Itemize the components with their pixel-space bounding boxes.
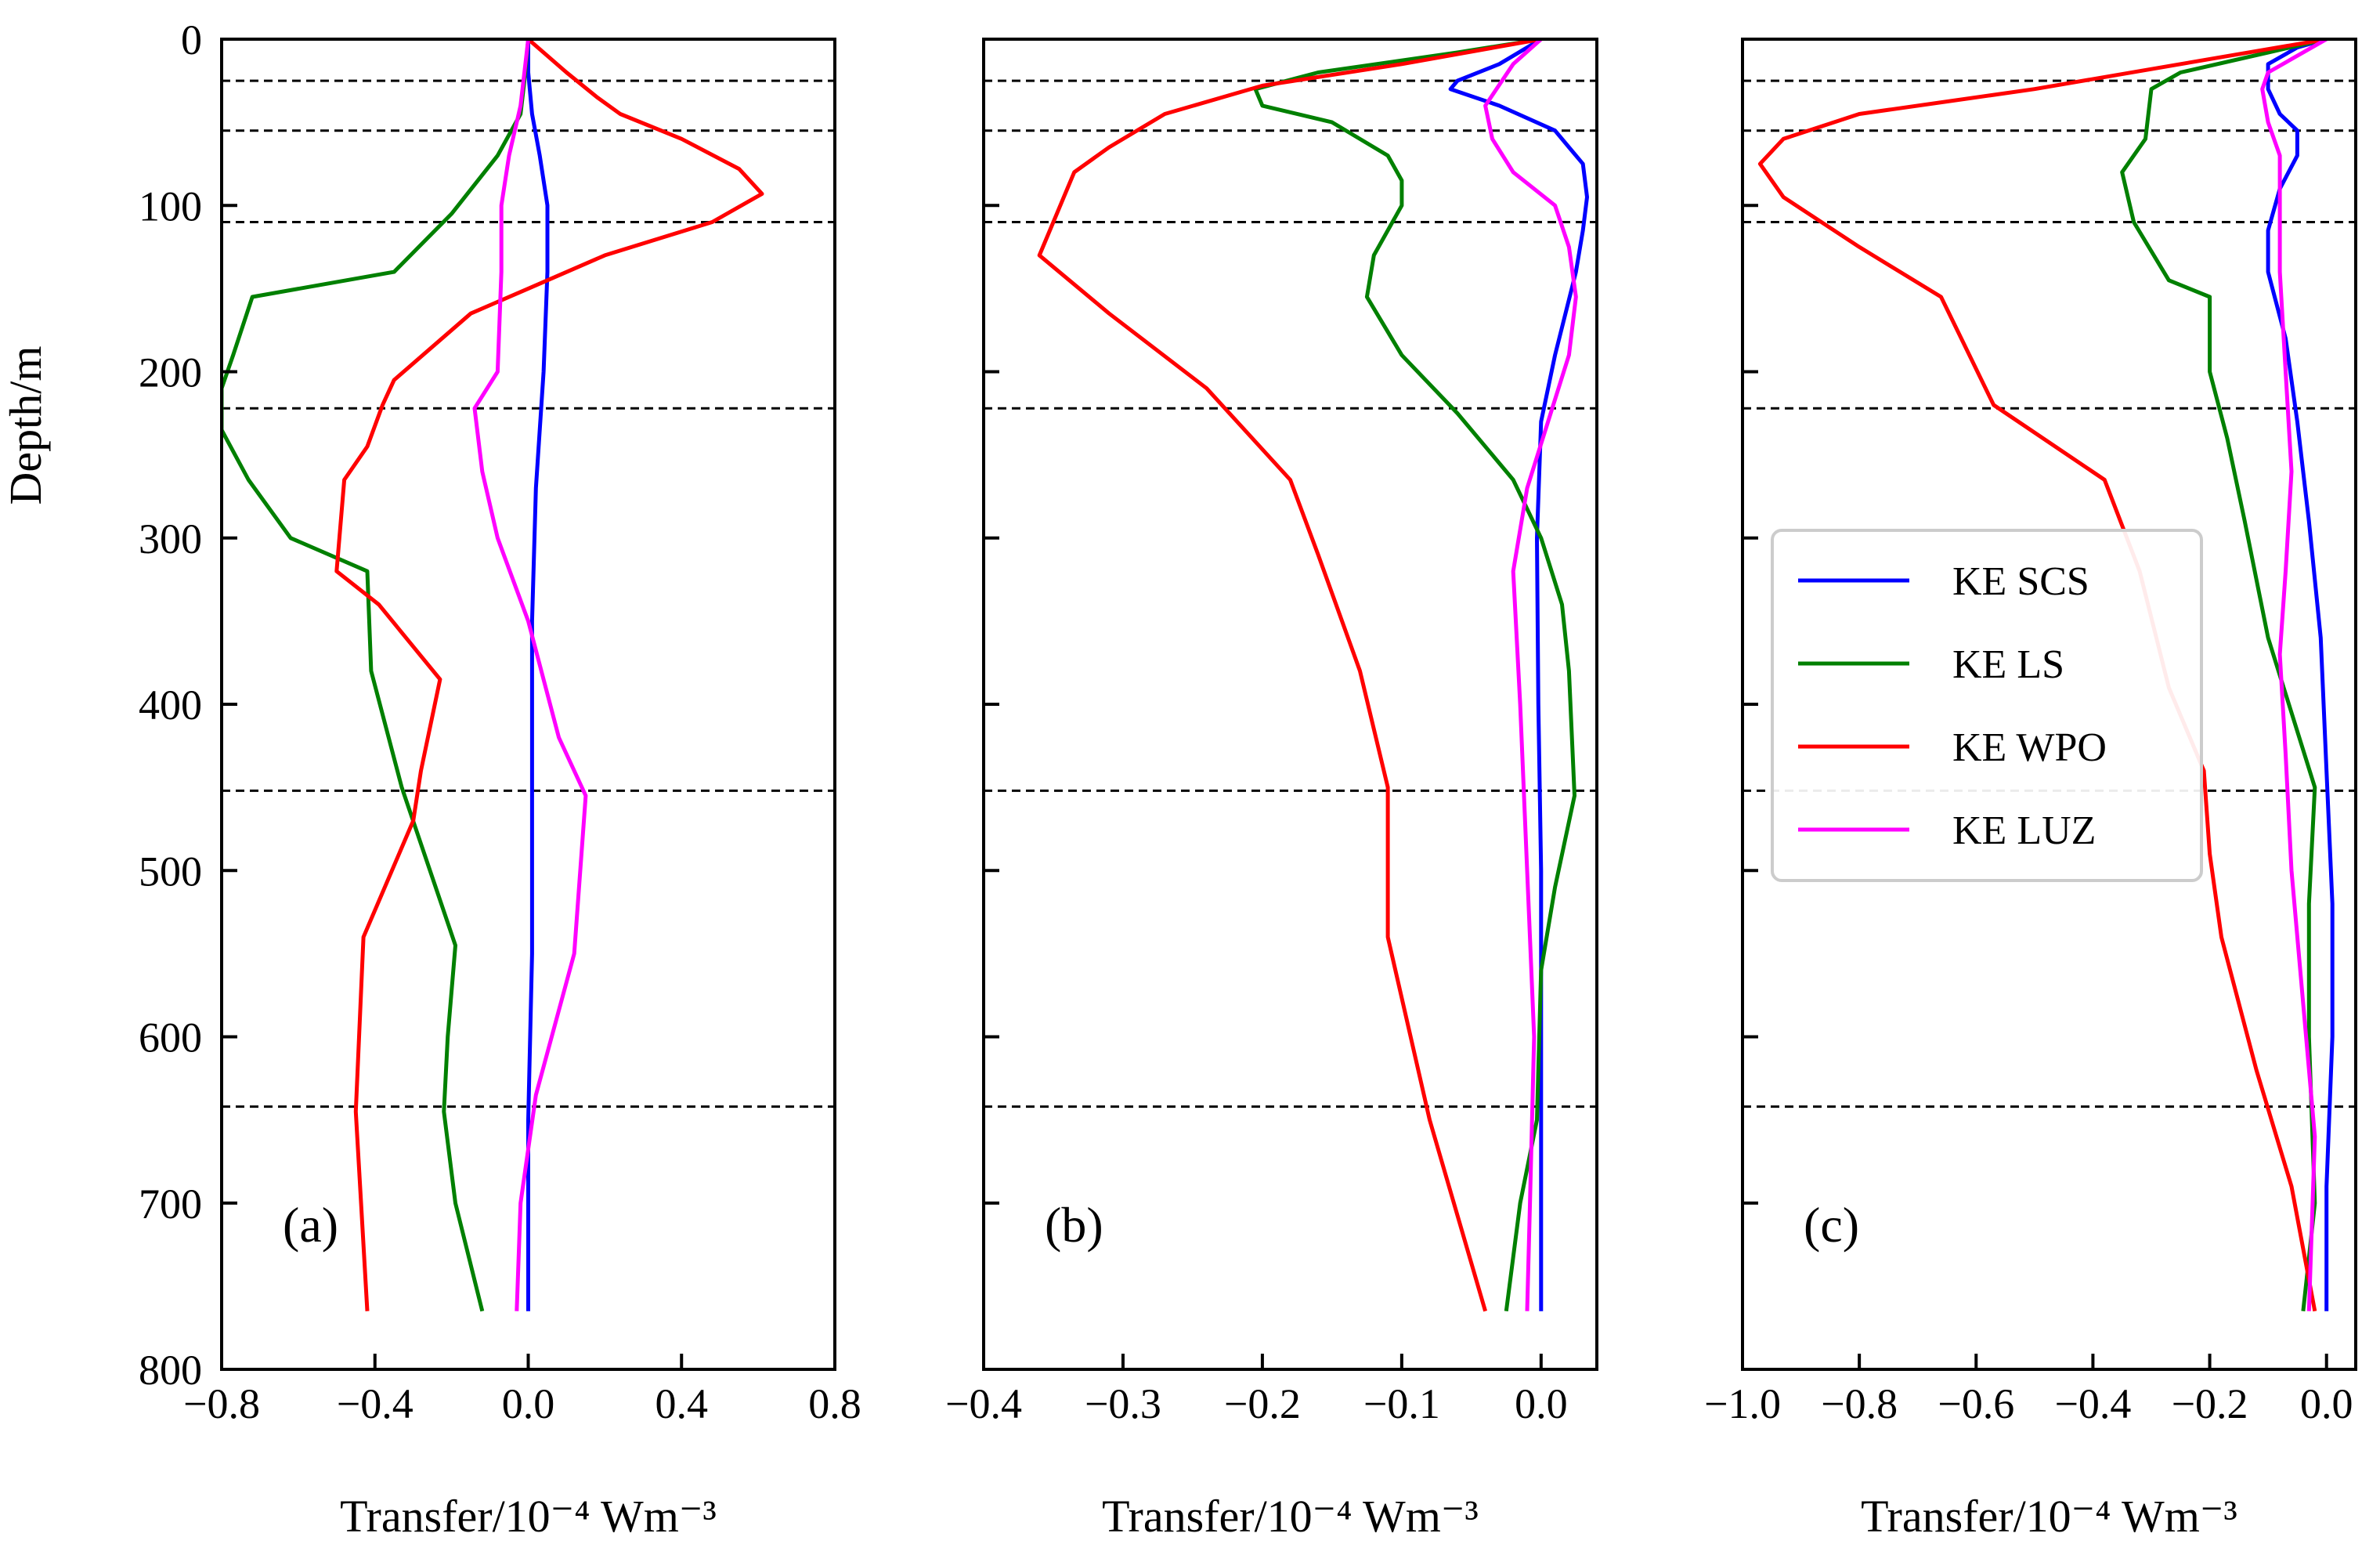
series-line-b-ke-luz [1483,39,1578,1311]
series-line-b-ke-ls [1253,39,1576,1312]
legend-label-0: KE SCS [1952,559,2089,604]
y-tick-label-a-5: 500 [139,848,202,895]
series-line-a-ke-luz [472,39,588,1311]
series-line-a-ke-ls [222,39,530,1312]
x-tick-label-a-1: −0.4 [337,1380,414,1427]
series-line-c-ke-luz [2260,39,2328,1311]
panel-label-c: (c) [1804,1197,1859,1253]
legend-box [1771,529,2203,882]
series-line-b-ke-scs [1448,39,1589,1311]
y-tick-label-a-7: 700 [139,1181,202,1228]
y-tick-label-a-8: 800 [139,1347,202,1394]
panel-label-a: (a) [283,1197,338,1253]
series-line-c-ke-ls [2120,39,2328,1311]
x-tick-label-b-1: −0.3 [1085,1380,1161,1427]
y-tick-label-a-4: 400 [139,682,202,729]
x-tick-label-b-2: −0.2 [1224,1380,1301,1427]
series-line-c-ke-scs [2266,39,2335,1311]
x-axis-label-c: Transfer/10⁻⁴ Wm⁻³ [1861,1491,2237,1542]
chart-panel-a: −0.8 −0.4 0.0 0.4 0.8 0 100 200 300 400 500 600 700 8… [139,16,861,1542]
legend-label-2: KE WPO [1952,725,2107,770]
y-axis-label: Depth/m [0,346,51,505]
y-tick-label-a-3: 300 [139,515,202,562]
panel-label-b: (b) [1045,1197,1103,1253]
x-tick-label-a-2: 0.0 [502,1380,555,1427]
x-tick-label-c-2: −0.6 [1938,1380,2014,1427]
legend-label-1: KE LS [1952,642,2064,687]
x-tick-label-a-0: −0.8 [183,1380,260,1427]
x-tick-label-c-4: −0.2 [2172,1380,2248,1427]
plot-frame-b [982,38,1598,1371]
x-tick-label-c-5: 0.0 [2300,1380,2353,1427]
x-tick-label-c-1: −0.8 [1821,1380,1898,1427]
y-tick-label-a-1: 100 [139,183,202,230]
x-axis-label-a: Transfer/10⁻⁴ Wm⁻³ [340,1491,717,1542]
chart-panel-b: −0.4 −0.3 −0.2 −0.1 0.0 (b) Transfer/10⁻⁴ Wm⁻³ [945,38,1598,1542]
x-tick-label-c-3: −0.4 [2054,1380,2131,1427]
x-tick-label-b-0: −0.4 [945,1380,1022,1427]
x-axis-label-b: Transfer/10⁻⁴ Wm⁻³ [1102,1491,1479,1542]
y-tick-label-a-2: 200 [139,349,202,396]
y-tick-label-a-0: 0 [181,16,202,63]
series-line-c-ke-wpo [1757,39,2328,1312]
legend-label-3: KE LUZ [1952,808,2096,853]
series-line-a-ke-wpo [334,39,764,1311]
chart-panel-c: −1.0 −0.8 −0.6 −0.4 −0.2 0.0 (c) Transfer/10⁻⁴ … [1704,38,2357,1542]
x-tick-label-a-3: 0.4 [655,1380,709,1427]
x-tick-label-c-0: −1.0 [1704,1380,1781,1427]
x-tick-label-b-4: 0.0 [1515,1380,1568,1427]
x-tick-label-b-3: −0.1 [1363,1380,1440,1427]
series-line-a-ke-scs [526,39,550,1311]
series-line-b-ke-wpo [1037,39,1542,1312]
legend: KE SCS KE LS KE WPO KE LUZ [1771,529,2203,882]
y-tick-label-a-6: 600 [139,1014,202,1061]
x-tick-label-a-4: 0.8 [808,1380,861,1427]
